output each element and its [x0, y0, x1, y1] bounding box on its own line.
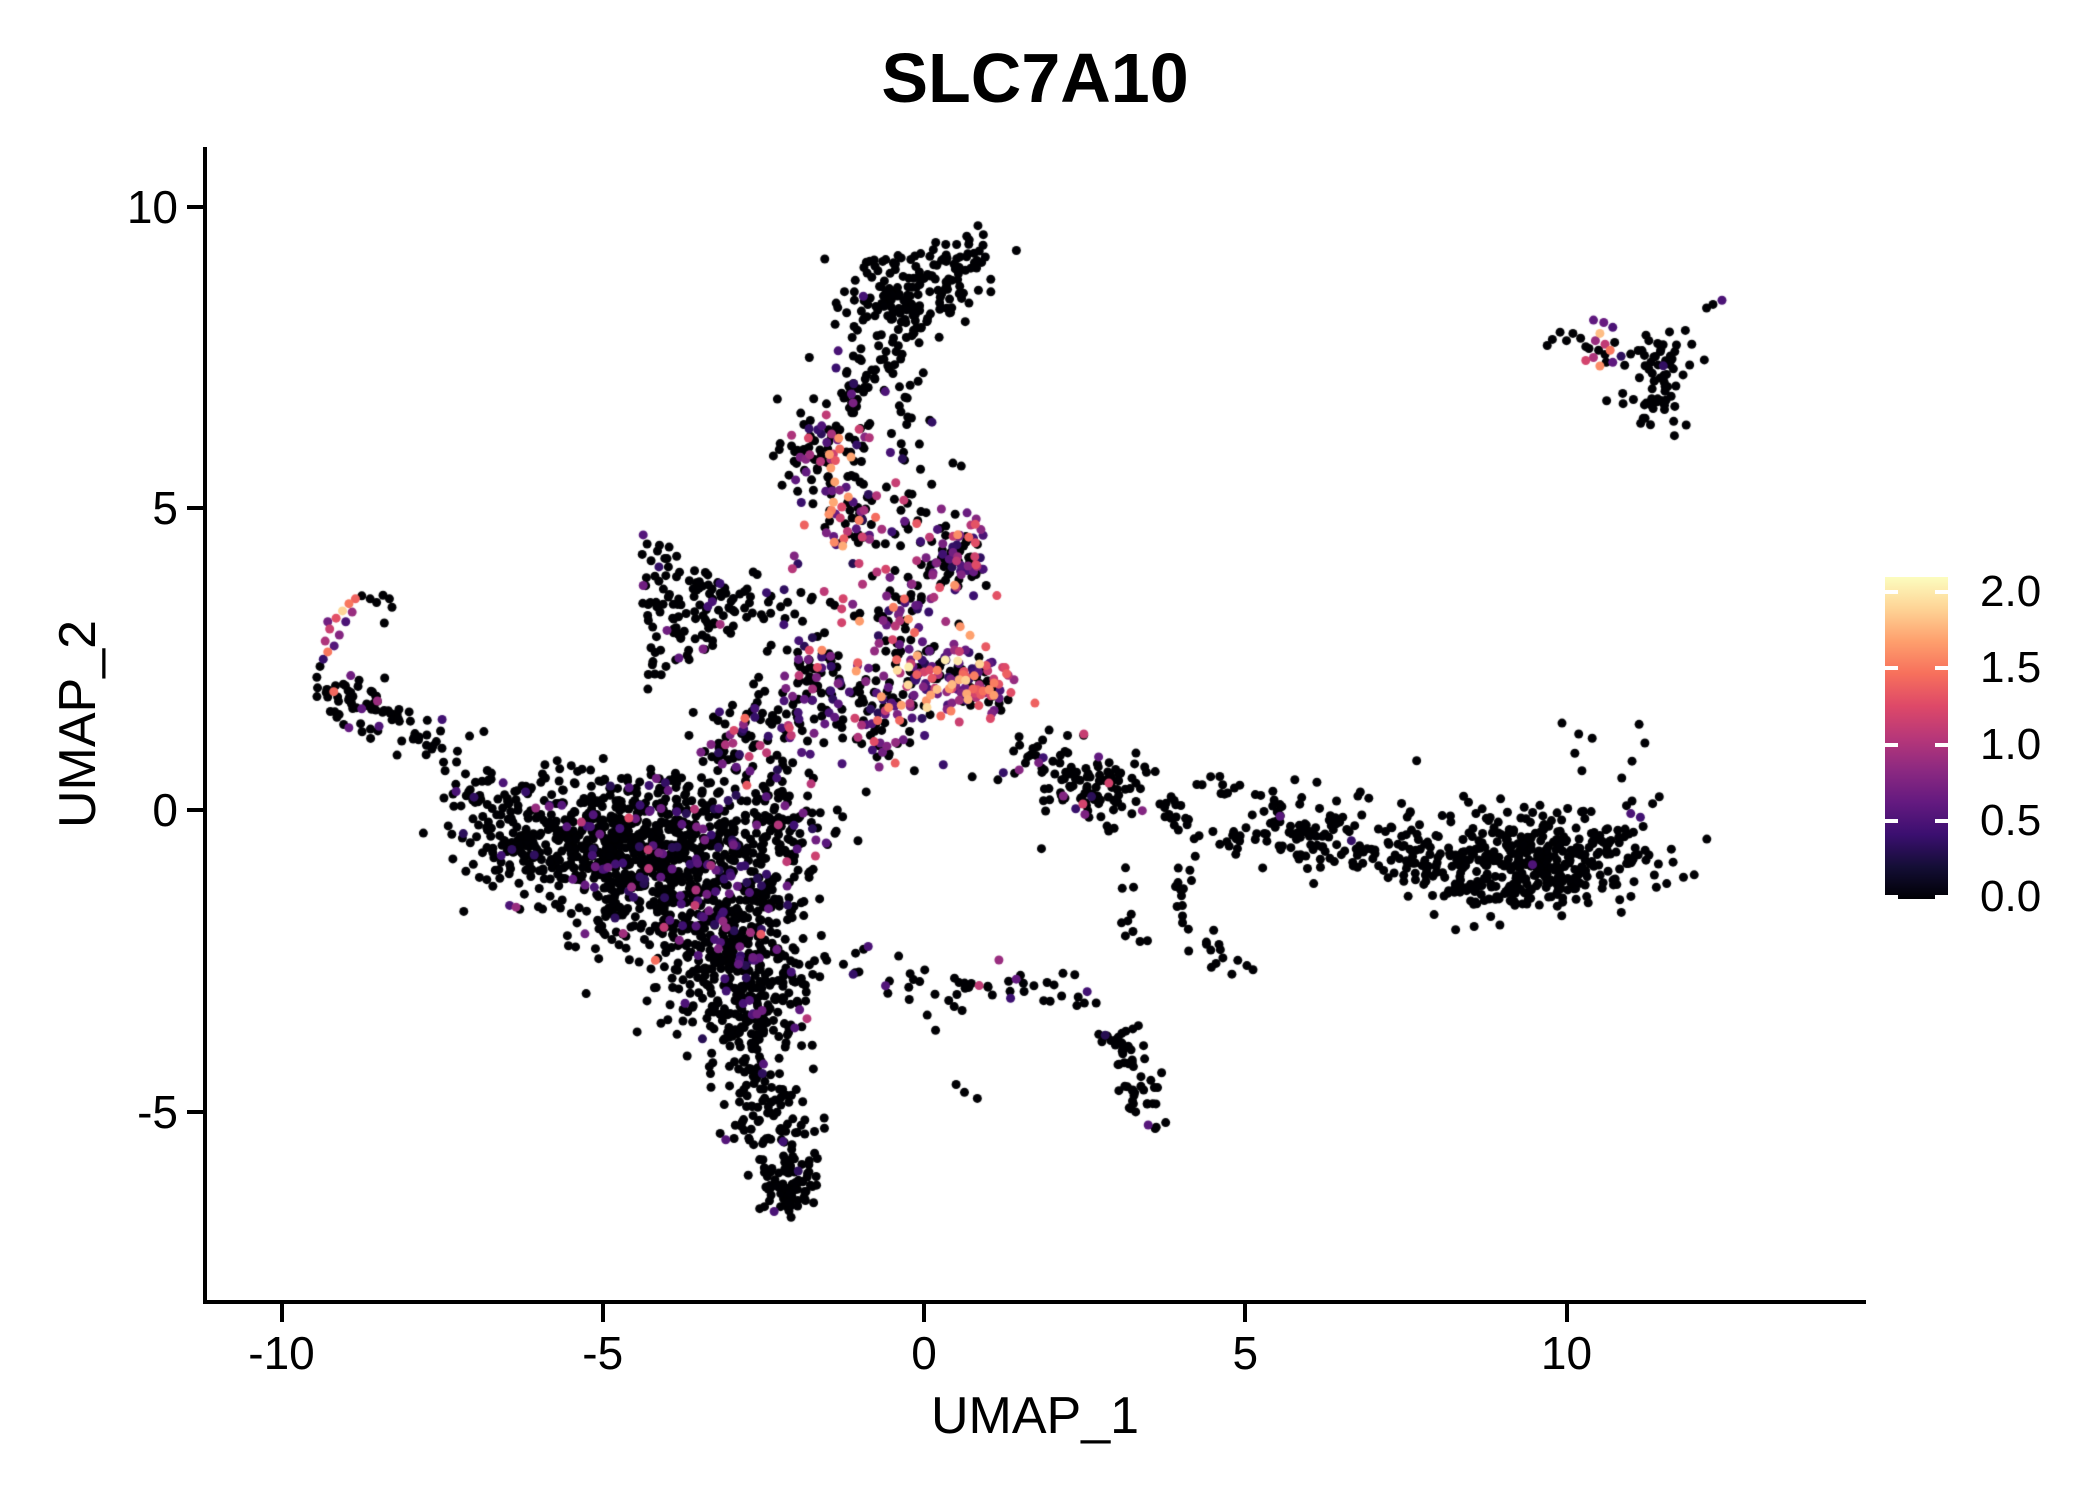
- x-tick-mark: [1564, 1304, 1569, 1322]
- y-tick-mark: [187, 1109, 205, 1114]
- colorbar-tick-mark: [1935, 666, 1948, 671]
- y-tick-label: -5: [137, 1085, 178, 1138]
- y-axis-line: [203, 147, 207, 1304]
- colorbar-tick-mark: [1885, 590, 1898, 594]
- colorbar-tick-mark: [1885, 742, 1898, 747]
- x-axis-title: UMAP_1: [930, 1387, 1140, 1445]
- colorbar-tick-mark: [1935, 895, 1948, 899]
- y-tick-mark: [187, 808, 205, 812]
- colorbar-tick-label: 2.0: [1980, 567, 2042, 616]
- colorbar-tick-label: 0.0: [1980, 872, 2042, 921]
- y-axis-title: UMAP_2: [49, 619, 107, 829]
- x-axis-line: [203, 1300, 1866, 1304]
- x-tick-mark: [922, 1304, 926, 1322]
- x-tick-mark: [600, 1304, 605, 1322]
- x-tick-label: 0: [911, 1327, 937, 1379]
- colorbar-tick-mark: [1935, 818, 1948, 823]
- colorbar-tick-mark: [1885, 895, 1898, 899]
- colorbar-tick-label: 1.5: [1980, 643, 2042, 693]
- y-tick-label: 10: [126, 180, 178, 233]
- x-tick-mark: [279, 1304, 284, 1322]
- x-tick-label: -5: [582, 1327, 624, 1379]
- colorbar-tick-label: 0.5: [1980, 795, 2042, 845]
- colorbar-tick-label: 1.0: [1980, 719, 2042, 769]
- y-tick-label: 5: [152, 482, 178, 535]
- x-tick-label: 5: [1232, 1327, 1259, 1379]
- colorbar-legend: 2.0 1.5 1.0 0.5 0.0: [1885, 567, 2100, 921]
- colorbar-tick-mark: [1935, 590, 1948, 594]
- colorbar-tick-mark: [1885, 818, 1898, 823]
- x-tick-label: 10: [1540, 1327, 1593, 1379]
- y-tick-mark: [187, 204, 205, 209]
- y-tick-mark: [187, 506, 205, 511]
- colorbar-tick-mark: [1935, 742, 1948, 747]
- x-tick-label: -10: [248, 1327, 315, 1379]
- y-tick-label: 0: [152, 784, 178, 836]
- colorbar-gradient: [1885, 577, 1948, 899]
- colorbar-tick-mark: [1885, 666, 1898, 671]
- x-tick-mark: [1243, 1304, 1248, 1322]
